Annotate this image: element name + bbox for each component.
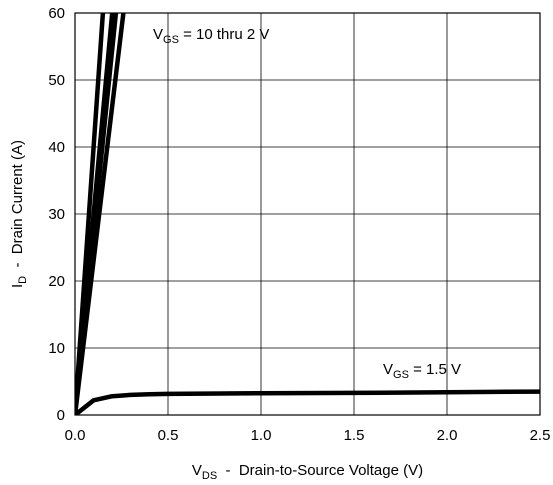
y-tick-label-1: 10 [48, 340, 65, 357]
annotation-vgs-low-rest: = 1.5 V [409, 361, 461, 378]
y-axis-title-main: I [9, 284, 26, 288]
y-tick-label-3: 30 [48, 206, 65, 223]
y-axis-title: ID - Drain Current (A) [9, 140, 29, 288]
x-axis-title: VDS - Drain-to-Source Voltage (V) [192, 462, 423, 482]
x-axis-title-sub: DS [202, 470, 217, 482]
x-axis-title-rest: - Drain-to-Source Voltage (V) [217, 462, 423, 479]
y-tick-label-4: 40 [48, 139, 65, 156]
grid-lines [74, 12, 541, 416]
x-tick-label-2: 1.0 [251, 427, 272, 444]
y-tick-label-5: 50 [48, 72, 65, 89]
plot-frame [74, 12, 541, 416]
series-line-4 [75, 389, 540, 415]
x-tick-label-4: 2.0 [437, 427, 458, 444]
annotation-vgs-high-sub: GS [163, 34, 179, 46]
x-axis-title-main: V [192, 462, 202, 479]
annotation-vgs-low-sub: GS [393, 369, 409, 381]
y-tick-labels: 0 10 20 30 40 50 60 [48, 5, 65, 424]
annotation-vgs-high-rest: = 10 thru 2 V [179, 26, 269, 43]
series-line-3 [75, 13, 126, 415]
y-tick-label-2: 20 [48, 273, 65, 290]
y-tick-label-0: 0 [57, 407, 65, 424]
y-axis-title-rest: - Drain Current (A) [9, 140, 26, 276]
annotation-vgs-low: VGS = 1.5 V [383, 361, 461, 381]
annotation-vgs-low-main: V [383, 361, 393, 378]
x-tick-labels: 0.0 0.5 1.0 1.5 2.0 2.5 [65, 427, 551, 444]
x-tick-label-5: 2.5 [530, 427, 551, 444]
annotation-vgs-high: VGS = 10 thru 2 V [153, 26, 269, 46]
x-tick-label-0: 0.0 [65, 427, 86, 444]
y-axis-title-sub: D [17, 276, 29, 284]
series-lines [75, 13, 540, 415]
x-tick-label-1: 0.5 [158, 427, 179, 444]
y-tick-label-6: 60 [48, 5, 65, 22]
x-tick-label-3: 1.5 [344, 427, 365, 444]
annotation-vgs-high-main: V [153, 26, 163, 43]
